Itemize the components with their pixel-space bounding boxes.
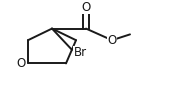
Text: O: O <box>81 1 91 14</box>
Text: Br: Br <box>74 46 87 59</box>
Text: O: O <box>107 34 117 47</box>
Text: O: O <box>16 57 26 70</box>
